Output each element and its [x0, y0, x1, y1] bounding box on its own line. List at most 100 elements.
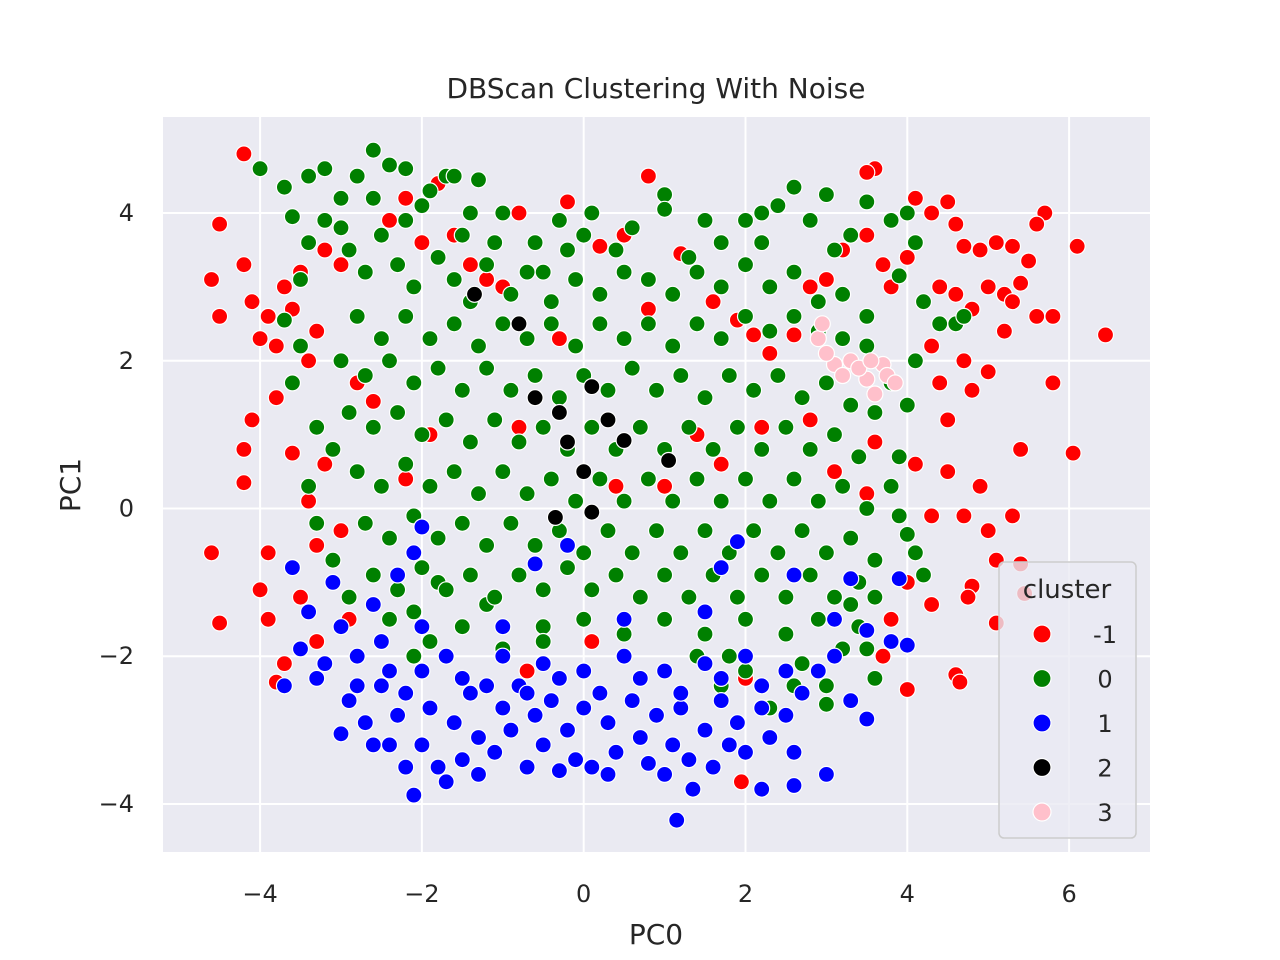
data-point: [275, 677, 293, 695]
data-point: [429, 529, 447, 547]
data-point: [793, 522, 811, 540]
data-point: [688, 470, 706, 488]
data-point: [348, 677, 366, 695]
data-point: [542, 293, 560, 311]
data-point: [405, 647, 423, 665]
y-tick-label: −4: [99, 790, 134, 818]
legend-marker: [1032, 713, 1052, 733]
x-tick-label: 0: [576, 880, 591, 908]
data-point: [971, 241, 989, 259]
data-point: [558, 193, 577, 211]
data-point: [389, 706, 407, 724]
data-point: [696, 522, 714, 540]
data-point: [736, 256, 755, 274]
data-point: [478, 677, 496, 695]
data-point: [356, 514, 374, 532]
data-point: [951, 673, 969, 691]
data-point: [251, 160, 269, 178]
data-point: [1068, 237, 1086, 255]
data-point: [300, 603, 318, 621]
data-point: [615, 263, 633, 281]
data-point: [744, 326, 763, 344]
data-point: [720, 736, 738, 754]
data-point: [753, 677, 771, 695]
data-point: [914, 566, 933, 584]
data-point: [761, 728, 779, 747]
data-point: [453, 381, 471, 399]
data-point: [583, 581, 601, 599]
data-point: [664, 337, 682, 355]
data-point: [842, 570, 860, 588]
data-point: [405, 278, 423, 296]
data-point: [1003, 237, 1022, 255]
data-point: [712, 278, 730, 296]
data-point: [534, 418, 552, 436]
data-point: [833, 477, 852, 495]
data-point: [655, 610, 674, 628]
data-point: [380, 736, 399, 754]
data-point: [680, 751, 698, 769]
x-tick-labels: −4 −2 0 2 4 6: [242, 880, 1076, 908]
data-point: [599, 765, 617, 784]
data-point: [308, 514, 326, 532]
data-point: [939, 463, 957, 481]
data-point: [235, 474, 253, 492]
data-point: [558, 536, 577, 555]
data-point: [623, 359, 641, 377]
data-point: [437, 773, 455, 791]
data-point: [664, 285, 682, 303]
data-point: [405, 603, 423, 621]
data-point: [389, 581, 407, 599]
data-point: [445, 270, 463, 289]
data-point: [583, 378, 601, 396]
data-point: [445, 714, 463, 732]
data-point: [494, 699, 512, 717]
data-point: [736, 470, 755, 488]
data-point: [817, 344, 836, 362]
data-point: [332, 618, 350, 636]
data-point: [882, 632, 900, 651]
data-point: [817, 695, 836, 713]
data-point: [405, 786, 423, 804]
data-point: [753, 699, 771, 717]
data-point: [777, 662, 795, 680]
data-point: [623, 544, 641, 562]
data-point: [680, 248, 698, 266]
data-point: [866, 385, 884, 403]
data-point: [324, 440, 342, 458]
data-point: [777, 588, 795, 606]
data-point: [583, 204, 601, 222]
data-point: [469, 171, 488, 189]
data-point: [858, 640, 876, 658]
data-point: [931, 278, 949, 296]
data-point: [785, 178, 803, 196]
data-point: [898, 248, 916, 266]
data-point: [736, 610, 755, 628]
data-point: [842, 595, 860, 614]
data-point: [833, 285, 852, 303]
data-point: [850, 448, 868, 466]
data-point: [453, 226, 471, 244]
data-point: [744, 381, 763, 399]
data-point: [348, 463, 366, 481]
data-point: [785, 307, 803, 325]
data-point: [429, 758, 447, 776]
data-point: [372, 477, 390, 495]
data-point: [801, 566, 819, 584]
data-point: [291, 588, 310, 606]
data-point: [364, 418, 382, 436]
data-point: [478, 256, 496, 274]
data-point: [906, 189, 925, 207]
data-point: [825, 610, 844, 628]
legend-label: 3: [1097, 799, 1112, 827]
data-point: [566, 751, 585, 769]
legend-label: 2: [1097, 755, 1112, 783]
data-point: [534, 581, 552, 599]
data-point: [316, 241, 334, 259]
data-point: [813, 315, 831, 333]
data-point: [599, 714, 617, 732]
data-point: [599, 522, 617, 540]
data-point: [906, 234, 925, 252]
data-point: [971, 477, 989, 495]
data-point: [890, 507, 908, 525]
